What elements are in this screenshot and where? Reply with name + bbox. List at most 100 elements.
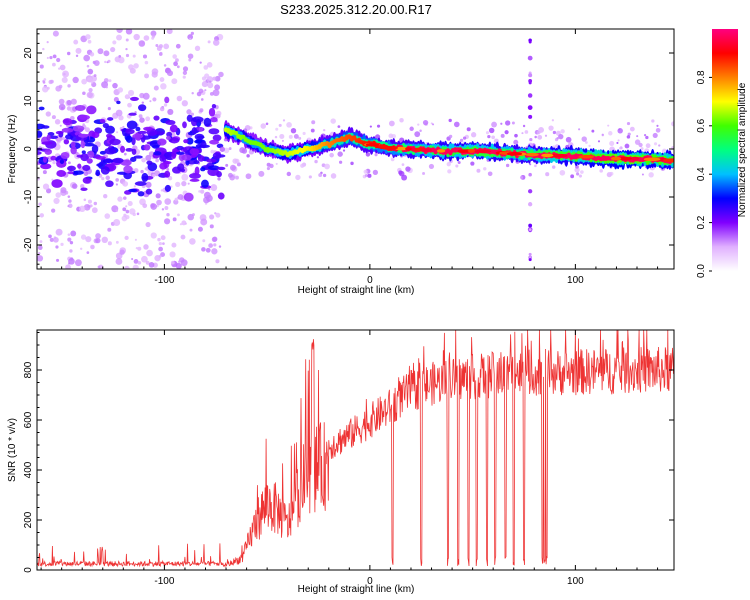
noise-blob [208, 107, 216, 117]
noise-dot [155, 43, 159, 47]
noise-dot [79, 247, 83, 250]
halo-dot [636, 135, 639, 138]
noise-blob [200, 141, 207, 149]
noise-dot [60, 187, 67, 194]
halo-dot [524, 130, 529, 134]
noise-blob [80, 153, 89, 162]
noise-dot [203, 65, 209, 70]
spectrogram-y-tick-label: -10 [23, 189, 34, 204]
noise-dot [177, 213, 180, 217]
halo-dot [627, 132, 631, 136]
noise-dot [134, 238, 137, 241]
noise-dot [179, 223, 183, 226]
noise-dot [67, 237, 72, 242]
halo-dot [534, 135, 537, 139]
noise-dot [108, 79, 112, 83]
halo-dot [330, 173, 337, 179]
noise-dot [48, 234, 52, 239]
noise-dot [181, 173, 189, 181]
noise-dot [205, 247, 211, 253]
halo-dot [228, 147, 232, 151]
noise-blob [191, 116, 204, 123]
halo-dot [239, 147, 246, 154]
noise-blob [125, 135, 133, 143]
noise-blob [130, 156, 137, 163]
noise-dot [197, 226, 203, 232]
noise-dot [210, 149, 215, 154]
noise-dot [127, 201, 133, 207]
halo-dot [339, 160, 343, 164]
ridge-hotspot [436, 149, 446, 153]
noise-blob [62, 118, 73, 126]
noise-dot [135, 246, 138, 250]
halo-dot [350, 161, 354, 166]
noise-dot [86, 91, 93, 99]
noise-dot [70, 230, 77, 237]
halo-dot [560, 129, 565, 134]
noise-blob [46, 134, 51, 141]
halo-dot [232, 158, 238, 164]
noise-dot [182, 66, 189, 72]
noise-dot [166, 213, 170, 217]
spectrogram-y-tick: 20 [23, 47, 674, 59]
streak-dot [528, 40, 532, 44]
halo-dot [504, 130, 509, 135]
spectrogram-y-tick-label: 10 [23, 95, 34, 107]
halo-dot [246, 154, 250, 158]
spectrogram-y-tick: 10 [23, 95, 674, 107]
noise-dot [97, 265, 101, 269]
snr-series-line [37, 330, 674, 569]
halo-dot [591, 129, 595, 133]
noise-blob [59, 159, 65, 165]
noise-dot [91, 207, 98, 214]
noise-dot [144, 60, 149, 65]
noise-dot [141, 255, 148, 263]
halo-dot [511, 121, 515, 125]
noise-dot [212, 76, 217, 81]
halo-dot [337, 151, 343, 157]
noise-dot [55, 245, 59, 249]
noise-dot [122, 207, 127, 212]
streak-dot [528, 256, 532, 259]
snr-y-tick: 400 [23, 461, 674, 478]
noise-blob [145, 188, 153, 195]
noise-dot [46, 86, 50, 90]
noise-blob [86, 158, 93, 164]
noise-blob [37, 130, 43, 138]
noise-dot [43, 78, 47, 81]
halo-dot [318, 173, 323, 177]
noise-dot [187, 34, 194, 40]
colorbar-tick-label: 0.4 [696, 167, 707, 181]
noise-dot [68, 203, 73, 209]
halo-dot [409, 126, 414, 131]
noise-dot [42, 183, 50, 190]
noise-blob [143, 144, 151, 151]
noise-dot [218, 245, 222, 248]
halo-dot [316, 156, 320, 159]
noise-dot [155, 158, 159, 163]
noise-dot [128, 89, 135, 96]
noise-dot [173, 61, 178, 67]
noise-dot [115, 178, 119, 182]
colorbar-tick: 0.6 [696, 118, 712, 133]
halo-dot [470, 132, 477, 138]
noise-blob [91, 144, 99, 154]
noise-dot [89, 52, 95, 57]
ridge-hotspot [474, 149, 491, 154]
noise-dot [87, 68, 94, 75]
noise-blob [126, 120, 138, 130]
colorbar-tick-label: 0.0 [696, 264, 707, 278]
noise-dot [86, 64, 90, 68]
noise-dot [198, 190, 201, 193]
halo-dot [652, 132, 658, 138]
noise-dot [206, 62, 213, 68]
noise-dot [54, 119, 61, 125]
ridge-hotspot [578, 154, 594, 159]
halo-dot [645, 143, 651, 149]
noise-dot [180, 259, 188, 267]
ridge-hotspot [541, 153, 554, 158]
halo-dot [459, 138, 464, 142]
halo-dot [288, 134, 293, 139]
noise-blob [164, 184, 172, 192]
noise-dot [95, 237, 101, 244]
